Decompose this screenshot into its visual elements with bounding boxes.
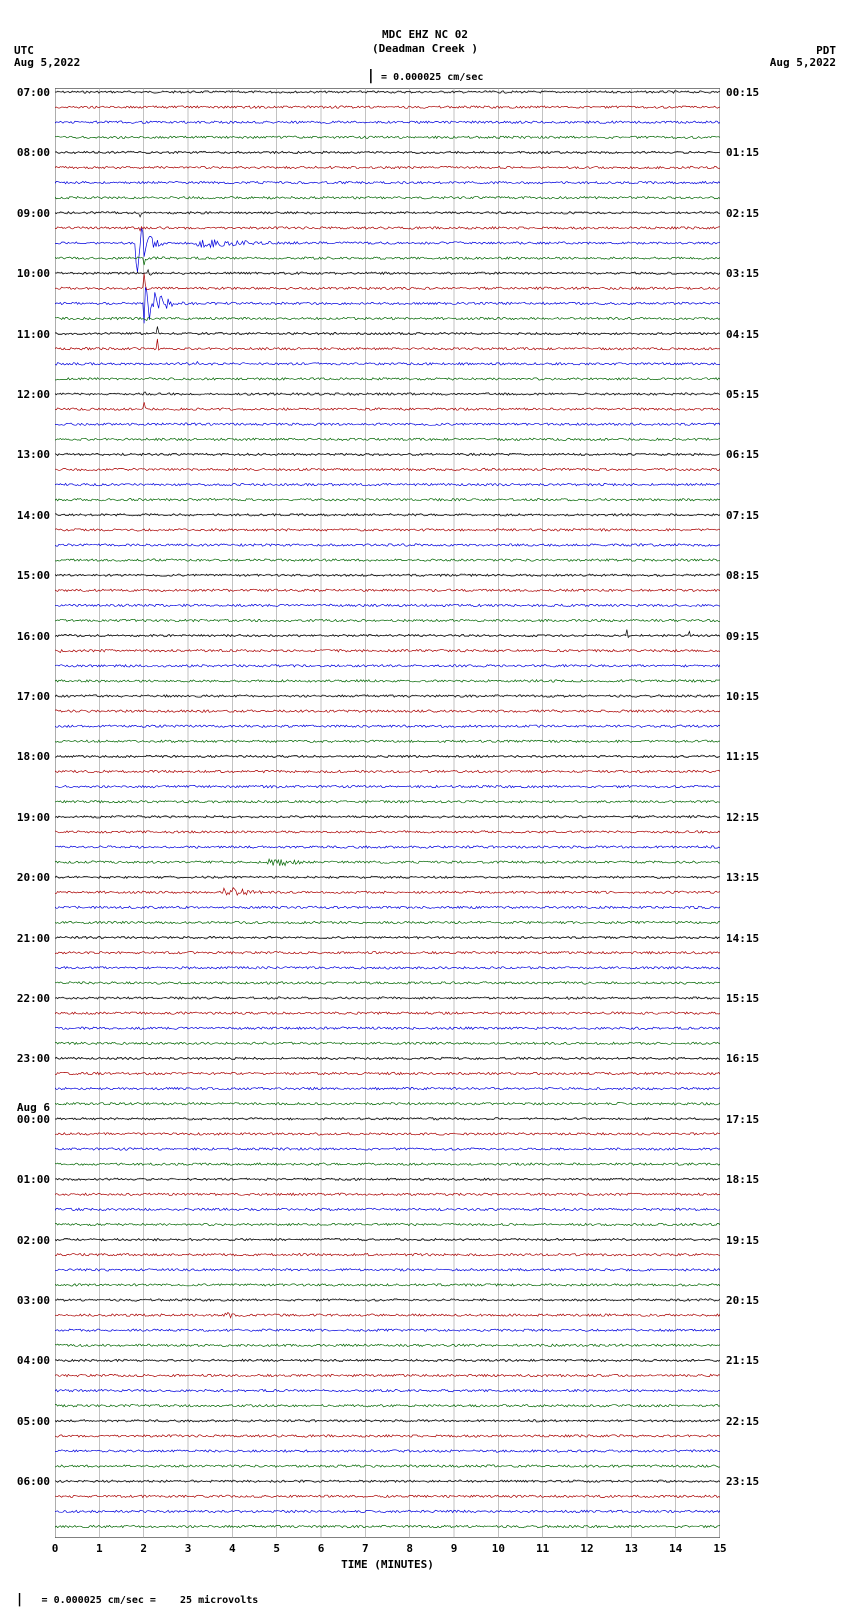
pdt-hour-label: 14:15 [726,932,759,945]
x-tick-label: 1 [96,1542,103,1555]
utc-hour-label: 12:00 [17,388,50,401]
x-axis-title: TIME (MINUTES) [55,1558,720,1571]
pdt-hour-label: 10:15 [726,690,759,703]
station-subtitle: (Deadman Creek ) [0,42,850,56]
x-tick-label: 9 [451,1542,458,1555]
utc-hour-label: 22:00 [17,992,50,1005]
pdt-hour-label: 01:15 [726,146,759,159]
utc-hour-label: 14:00 [17,509,50,522]
pdt-hour-label: 03:15 [726,267,759,280]
utc-hour-label: 06:00 [17,1475,50,1488]
utc-hour-label: 09:00 [17,207,50,220]
utc-hour-label: 23:00 [17,1052,50,1065]
pdt-hour-label: 11:15 [726,750,759,763]
pdt-hour-label: 12:15 [726,811,759,824]
pdt-hour-label: 22:15 [726,1415,759,1428]
utc-hour-label: 02:00 [17,1234,50,1247]
x-tick-label: 14 [669,1542,682,1555]
x-tick-label: 15 [713,1542,726,1555]
x-tick-label: 8 [406,1542,413,1555]
x-tick-label: 11 [536,1542,549,1555]
pdt-hour-label: 21:15 [726,1354,759,1367]
pdt-hour-label: 20:15 [726,1294,759,1307]
utc-hour-label: 21:00 [17,932,50,945]
x-tick-label: 7 [362,1542,369,1555]
utc-hour-label: 01:00 [17,1173,50,1186]
utc-hour-label: 16:00 [17,630,50,643]
utc-hour-label: 04:00 [17,1354,50,1367]
pdt-hour-label: 06:15 [726,448,759,461]
left-date: Aug 5,2022 [14,56,80,69]
pdt-hour-label: 19:15 [726,1234,759,1247]
x-tick-label: 12 [580,1542,593,1555]
utc-hour-label: 20:00 [17,871,50,884]
pdt-hour-label: 17:15 [726,1113,759,1126]
utc-hour-label: 17:00 [17,690,50,703]
utc-hour-label: 19:00 [17,811,50,824]
pdt-hour-label: 15:15 [726,992,759,1005]
scale-legend: | = 0.000025 cm/sec [0,68,850,84]
utc-hour-label: 15:00 [17,569,50,582]
station-title: MDC EHZ NC 02 [0,28,850,42]
x-tick-label: 4 [229,1542,236,1555]
utc-hour-label: 10:00 [17,267,50,280]
pdt-hour-label: 02:15 [726,207,759,220]
pdt-hour-label: 00:15 [726,86,759,99]
x-tick-label: 2 [140,1542,147,1555]
utc-hour-label: 08:00 [17,146,50,159]
utc-hour-label: 05:00 [17,1415,50,1428]
day-break-label: Aug 6 [17,1101,50,1114]
x-tick-label: 5 [273,1542,280,1555]
pdt-hour-label: 07:15 [726,509,759,522]
utc-hour-label: 13:00 [17,448,50,461]
pdt-hour-label: 04:15 [726,328,759,341]
utc-hour-label: 03:00 [17,1294,50,1307]
utc-hour-label: 18:00 [17,750,50,763]
pdt-hour-label: 05:15 [726,388,759,401]
pdt-hour-label: 18:15 [726,1173,759,1186]
footer-scale: | = 0.000025 cm/sec = 25 microvolts [0,1592,258,1607]
pdt-hour-label: 23:15 [726,1475,759,1488]
pdt-hour-label: 08:15 [726,569,759,582]
seismogram-plot [55,88,720,1538]
utc-hour-label: 07:00 [17,86,50,99]
utc-hour-label: 11:00 [17,328,50,341]
utc-hour-label: 00:00 [17,1113,50,1126]
x-tick-label: 6 [318,1542,325,1555]
pdt-hour-label: 16:15 [726,1052,759,1065]
pdt-hour-label: 13:15 [726,871,759,884]
x-tick-label: 0 [52,1542,59,1555]
x-tick-label: 10 [492,1542,505,1555]
right-date: Aug 5,2022 [770,56,836,69]
x-tick-label: 3 [185,1542,192,1555]
x-tick-label: 13 [625,1542,638,1555]
pdt-hour-label: 09:15 [726,630,759,643]
